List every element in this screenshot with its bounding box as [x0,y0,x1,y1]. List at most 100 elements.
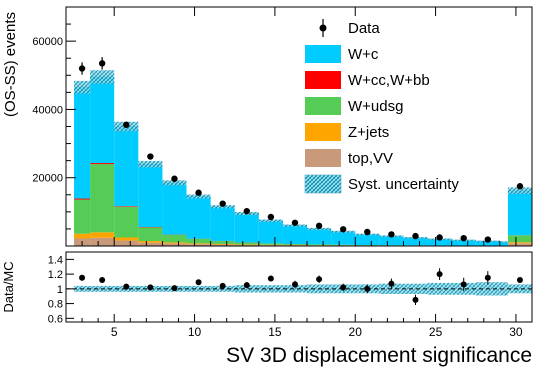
legend-z-jets-label: Z+jets [348,124,389,141]
legend-w-cc-w-bb-label: W+cc,W+bb [348,72,430,89]
uncertainty-box [138,161,162,168]
bar-W+udsg [138,227,162,241]
y-axis-label: (OS-SS) events [2,12,19,117]
legend-w-udsg-swatch [305,97,341,115]
x-tick-label: 15 [268,325,282,339]
ratio-point [220,283,226,289]
data-point [517,183,523,189]
data-point [364,229,370,235]
x-tick-label: 5 [111,325,118,339]
x-axis-label: SV 3D displacement significance [226,344,532,367]
bar-W+udsg [259,243,283,244]
bar-W+udsg [211,241,235,244]
x-tick-label: 30 [509,325,523,339]
legend-z-jets-swatch [305,123,341,141]
bar-W+c [307,229,331,245]
bar-W+c [500,242,508,246]
legend-w-c-swatch [305,45,341,63]
legend-syst-uncertainty-label: Syst. uncertainty [348,176,459,193]
data-point [195,190,201,196]
bar-W+c [235,214,259,243]
bar-Z+jets [90,232,114,237]
ratio-point [147,284,153,290]
bar-W+udsg [283,244,307,245]
data-point [340,226,346,232]
bar-Z+jets [211,244,235,245]
ratio-point [268,276,274,282]
ratio-point [99,277,105,283]
x-tick-label: 10 [188,325,202,339]
bar-W+udsg [114,207,138,238]
bar-W+c [114,127,138,207]
ratio-point [388,281,394,287]
bar-W+udsg [74,200,90,234]
data-point [147,153,153,159]
bar-W+c [74,87,90,198]
data-point [316,223,322,229]
bar-W+udsg [162,235,186,243]
ratio-point [461,281,467,287]
bar-Z+jets [162,242,186,243]
x-tick-label: 20 [349,325,363,339]
ratio-point [485,275,491,281]
ratio-point [79,275,85,281]
legend-top-vv-swatch [305,149,341,167]
data-point [171,176,177,182]
data-point [219,200,225,206]
bar-W+udsg [235,243,259,245]
legend-top-vv-label: top,VV [348,150,393,167]
ratio-point [364,286,370,292]
bar-top,VV [90,238,114,246]
bar-top,VV [138,243,162,246]
ratio-point [517,277,523,283]
ratio-y-tick-label: 1.4 [48,254,63,266]
y-tick-label: 20000 [32,173,63,185]
ratio-point [196,279,202,285]
ratio-point [292,281,298,287]
bar-Z+jets [187,243,211,244]
data-point [99,60,105,66]
y-tick-label: 40000 [32,104,63,116]
bar-W+cc,W+bb [114,206,138,207]
bar-W+c [355,234,379,245]
bar-W+cc,W+bb [90,163,114,164]
bar-top,VV [114,241,138,246]
bar-W+c [283,226,307,245]
ratio-y-tick-label: 0.6 [48,313,63,325]
ratio-point [123,284,129,290]
x-tick-label: 25 [429,325,443,339]
uncertainty-box [90,70,114,84]
bar-W+c [138,164,162,227]
uncertainty-box [74,81,90,94]
bar-W+c [508,191,532,236]
bar-W+udsg [187,239,211,243]
y-tick-label: 60000 [32,36,63,48]
ratio-point [340,284,346,290]
bar-W+c [259,221,283,244]
bar-Z+jets [74,234,90,239]
data-point [244,208,250,214]
ratio-y-axis-label: Data/MC [1,261,16,312]
bar-W+udsg [90,164,114,232]
ratio-point [316,276,322,282]
ratio-point [171,285,177,291]
legend-w-c-label: W+c [348,46,379,63]
legend-syst-uncertainty-swatch [305,175,341,193]
data-point [436,234,442,240]
bar-Z+jets [508,242,532,243]
data-point [292,220,298,226]
bar-W+c [331,232,355,245]
legend-w-cc-w-bb-swatch [305,71,341,89]
data-point [485,236,491,242]
bar-W+c [90,77,114,163]
bar-W+cc,W+bb [74,199,90,200]
bar-W+udsg [307,244,331,245]
bar-Z+jets [138,241,162,243]
data-point [461,235,467,241]
ratio-point [244,282,250,288]
ratio-point [437,271,443,277]
legend-data-marker [320,25,327,32]
bar-W+c [211,207,235,241]
